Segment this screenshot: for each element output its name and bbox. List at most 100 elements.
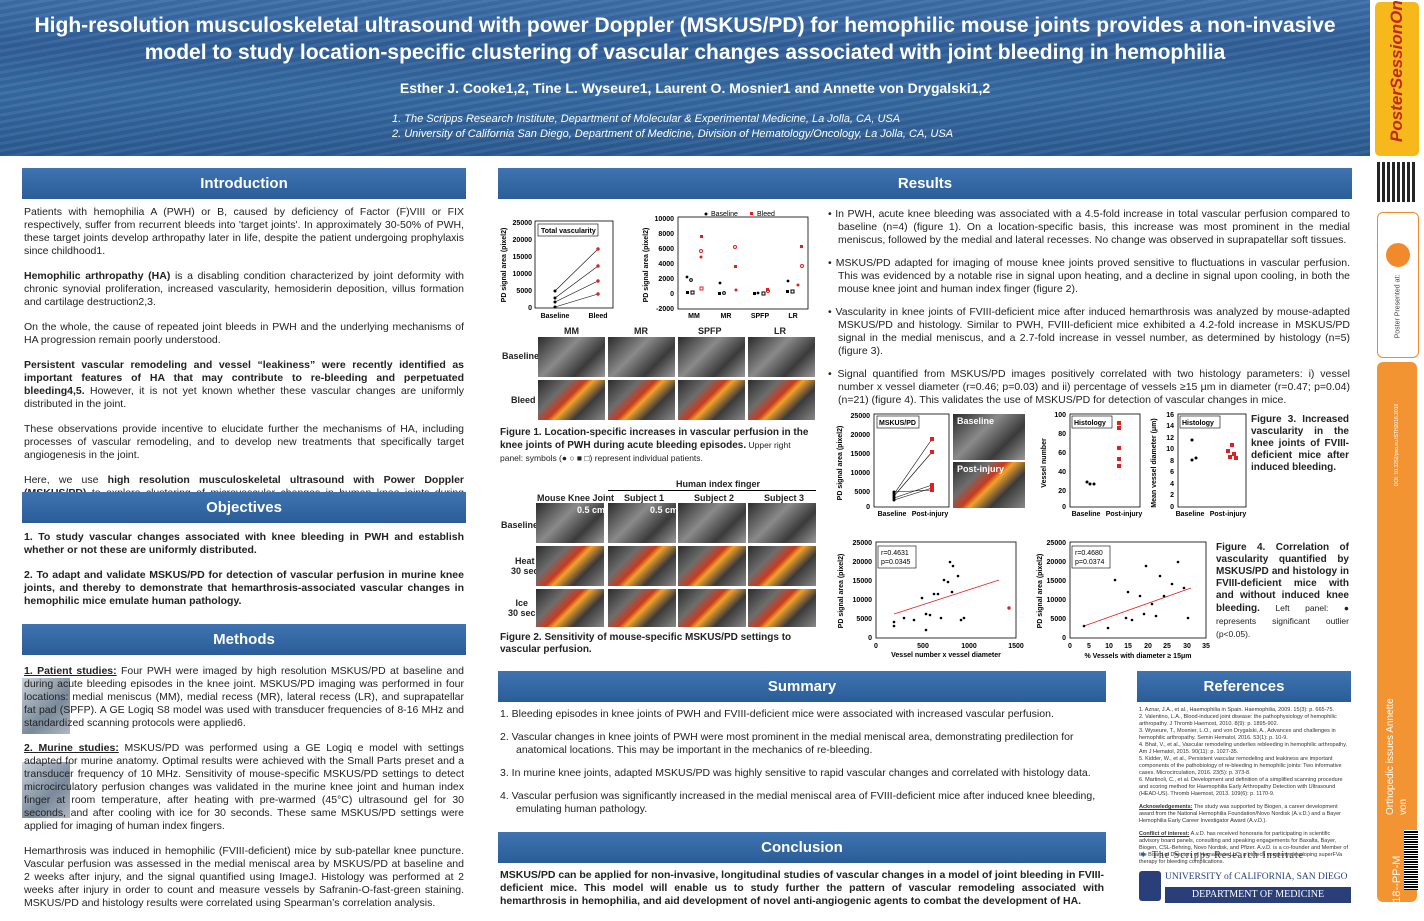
- f3-cx-1: Post-injury: [1210, 511, 1247, 518]
- logo-text: PosterSessionOnline.com: [1387, 0, 1406, 142]
- f1-row-bleed: Bleed: [511, 395, 536, 405]
- f2-us-mouse-heat: [536, 546, 604, 586]
- f3-bt-2: 60: [1058, 450, 1066, 457]
- f2-scale-2: 0.5 cm: [650, 505, 679, 515]
- f1-left-ticks: 25000 20000 15000 10000 5000 0: [513, 220, 533, 312]
- scripps-logo[interactable]: ✦ The Scripps Research Institute: [1139, 850, 1351, 861]
- f4-by-4: 5000: [1050, 616, 1066, 623]
- summary-header: Summary: [498, 671, 1106, 702]
- f1-col-lr: LR: [774, 326, 786, 336]
- f4-a-xlabel: Vessel number x vessel diameter: [891, 652, 1001, 659]
- result-bullet-2: • MSKUS/PD adapted for imaging of mouse …: [828, 257, 1350, 295]
- f1-us-spfp-bleed: [678, 380, 745, 420]
- figure-1-charts: PD signal area (pixel2) 25000 20000 1500…: [501, 211, 809, 320]
- f2-us-s2-baseline: [678, 503, 746, 543]
- summary-item-1: 1. Bleeding episodes in knee joints of P…: [500, 708, 1054, 720]
- f3-ct-6: 4: [1170, 481, 1174, 488]
- references-list: 1. Aznar, J.A., et al., Haemophilia in S…: [1139, 707, 1349, 866]
- f4-b-r: r=0.4680: [1075, 550, 1103, 557]
- objective-2: 2. To adapt and validate MSKUS/PD for de…: [24, 569, 464, 607]
- affiliations: 1. The Scripps Research Institute, Depar…: [390, 112, 1090, 142]
- f1-left-lines: [554, 248, 599, 308]
- references-header: References: [1137, 671, 1351, 702]
- intro-p3: On the whole, the cause of repeated join…: [24, 321, 464, 346]
- f2-us-s3-heat: [748, 546, 816, 586]
- summary-item-3: 3. In murine knee joints, adapted MSKUS/…: [500, 767, 1091, 779]
- f4-ax-2: 1000: [961, 643, 977, 650]
- f1-lt-5: 0: [528, 305, 532, 312]
- objectives-header: Objectives: [22, 492, 466, 523]
- f4-a-p: p=0.0345: [881, 559, 910, 566]
- figure-2-caption: Figure 2. Sensitivity of mouse-specific …: [500, 632, 792, 655]
- f1-us-lr-bleed: [748, 380, 815, 420]
- f2-us-mouse-baseline: [536, 503, 604, 543]
- reference-3: 3. Wyseure, T., Mosnier, L.O., and von D…: [1139, 728, 1336, 741]
- f1-lx-0: Baseline: [541, 313, 570, 320]
- patient-scan-photo: [22, 678, 70, 734]
- intro-p2: Hemophilic arthropathy (HA) is a disabli…: [24, 270, 464, 308]
- f1-col-mr: MR: [634, 326, 648, 336]
- f2-row-heat: Heat 30 sec: [511, 556, 539, 576]
- summary-item-2: 2. Vascular changes in knee joints of PW…: [500, 731, 1074, 756]
- f1-rt-3: 4000: [658, 261, 674, 268]
- f2-row-baseline: Baseline: [501, 520, 539, 530]
- poster-title: High-resolution musculoskeletal ultrasou…: [34, 14, 1336, 64]
- f2-col-mouse: Mouse Knee Joint: [537, 493, 615, 503]
- doi-text: DOI: 10.3252/pso.eu.ISTH2016.2016: [1394, 403, 1400, 487]
- conclusion-header: Conclusion: [498, 832, 1106, 863]
- f4-b-xlabel: % Vessels with diameter ≥ 15μm: [1085, 653, 1192, 660]
- f1-ylabel: PD signal area (pixel2): [501, 228, 508, 303]
- objective-1: 1. To study vascular changes associated …: [24, 531, 464, 556]
- f1-row-baseline: Baseline: [502, 351, 540, 361]
- f2-group-line: [608, 490, 816, 491]
- f1-us-mr-bleed: [608, 380, 675, 420]
- f3-b-ylabel: Vessel number: [1041, 438, 1048, 488]
- session-meta: Orthopedic issues Annette von: [1385, 698, 1409, 815]
- f1-rx-0: MM: [688, 313, 700, 320]
- f1-rx-2: SPFP: [751, 313, 770, 320]
- poster-session-logo[interactable]: PosterSessionOnline.com: [1375, 0, 1419, 156]
- reference-6: 6. Martinoli, C., et al. Development and…: [1139, 777, 1343, 797]
- result-bullet-1: • In PWH, acute knee bleeding was associ…: [828, 208, 1351, 246]
- scripps-logo-text: The Scripps Research Institute: [1151, 850, 1305, 861]
- intro-p4: Persistent vascular remodeling and vesse…: [24, 359, 464, 410]
- affiliation-2: 2. University of California San Diego, D…: [392, 128, 954, 140]
- acknowledgements: Acknowledgements: The study was supporte…: [1139, 804, 1341, 824]
- f3-ct-3: 10: [1166, 446, 1174, 453]
- f4-a-ylabel: PD signal area (pixel2): [838, 554, 845, 629]
- figure-4-caption: Figure 4. Correlation of vascularity qua…: [1216, 542, 1349, 639]
- f3-bt-3: 40: [1058, 469, 1066, 476]
- summary-item-4: 4. Vascular perfusion was significantly …: [500, 790, 1096, 815]
- title-banner: [0, 0, 1370, 156]
- f2-us-s1-baseline: [608, 503, 676, 543]
- f1-us-lr-baseline: [748, 337, 815, 377]
- ucsd-logo[interactable]: UNIVERSITY of CALIFORNIA, SAN DIEGO DEPA…: [1139, 869, 1351, 905]
- f1-lt-0: 25000: [513, 220, 533, 227]
- f2-us-s1-heat: [608, 546, 676, 586]
- intro-p5: These observations provide incentive to …: [24, 423, 464, 461]
- f3-img-baseline-label: Baseline: [957, 416, 995, 426]
- f3-bt-5: 0: [1062, 504, 1066, 511]
- f4-bx-2: 10: [1105, 643, 1113, 650]
- mouse-scan-photo: [22, 762, 70, 818]
- f2-us-s3-baseline: [748, 503, 816, 543]
- f3-bx-1: Post-injury: [1106, 511, 1143, 518]
- f1-right-ylabel: PD signal area (pixel2): [643, 228, 650, 303]
- f1-rt-0: 10000: [655, 216, 675, 223]
- f1-col-mm: MM: [564, 326, 579, 336]
- f2-us-s2-ice: [678, 589, 746, 627]
- f3-us-baseline: [953, 414, 1025, 460]
- result-bullet-4: • Signal quantified from MSKUS/PD images…: [828, 368, 1351, 406]
- result-bullet-3: • Vascularity in knee joints of FVIII-de…: [828, 306, 1351, 357]
- f1-rx-3: LR: [788, 313, 797, 320]
- f3-cx-0: Baseline: [1176, 511, 1205, 518]
- f1-col-spfp: SPFP: [698, 326, 722, 336]
- f4-ay-3: 10000: [853, 597, 873, 604]
- f1-right-points: [685, 235, 804, 296]
- f4-bx-1: 5: [1087, 643, 1091, 650]
- f3-at-3: 10000: [851, 470, 871, 477]
- objectives-text: 1. To study vascular changes associated …: [24, 531, 464, 608]
- qr-code-icon[interactable]: [1377, 162, 1417, 202]
- presented-at-box: Poster Presented at:: [1377, 212, 1419, 358]
- f3-ax-0: Baseline: [878, 511, 907, 518]
